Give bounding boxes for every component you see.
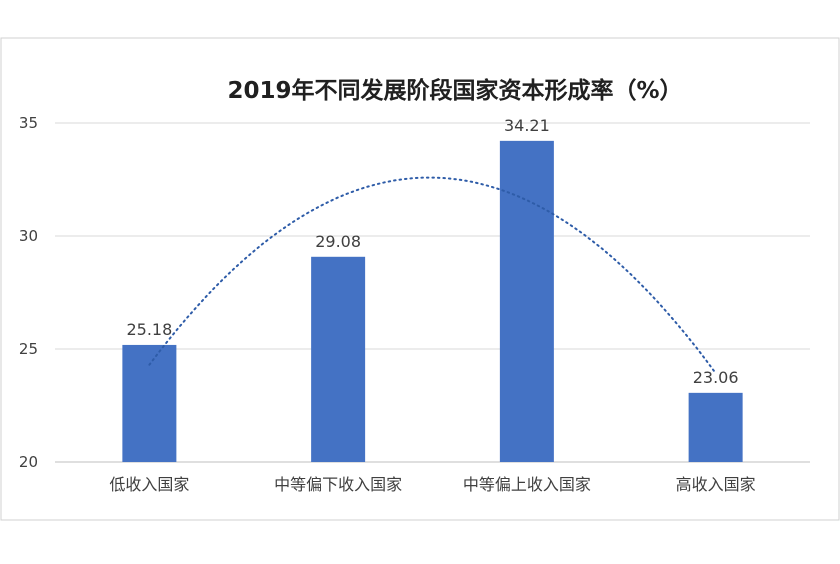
bar (311, 256, 366, 462)
data-label: 25.18 (126, 320, 172, 339)
chart-border (0, 37, 840, 521)
trendline (148, 176, 717, 375)
x-tick-label: 中等偏下收入国家 (274, 475, 402, 494)
y-tick-label: 20 (19, 453, 38, 471)
x-tick-label: 低收入国家 (109, 475, 189, 494)
data-label: 34.21 (504, 116, 550, 135)
bar (688, 392, 743, 462)
y-tick-label: 25 (19, 340, 38, 358)
bar (122, 344, 177, 462)
y-tick-label: 30 (19, 227, 38, 245)
chart-title: 2019年不同发展阶段国家资本形成率（%） (227, 77, 682, 104)
y-tick-label: 35 (19, 114, 38, 132)
data-label: 29.08 (315, 232, 361, 251)
bar (499, 140, 554, 462)
x-tick-label: 中等偏上收入国家 (463, 475, 591, 494)
x-tick-label: 高收入国家 (676, 475, 756, 494)
data-label: 23.06 (693, 368, 739, 387)
